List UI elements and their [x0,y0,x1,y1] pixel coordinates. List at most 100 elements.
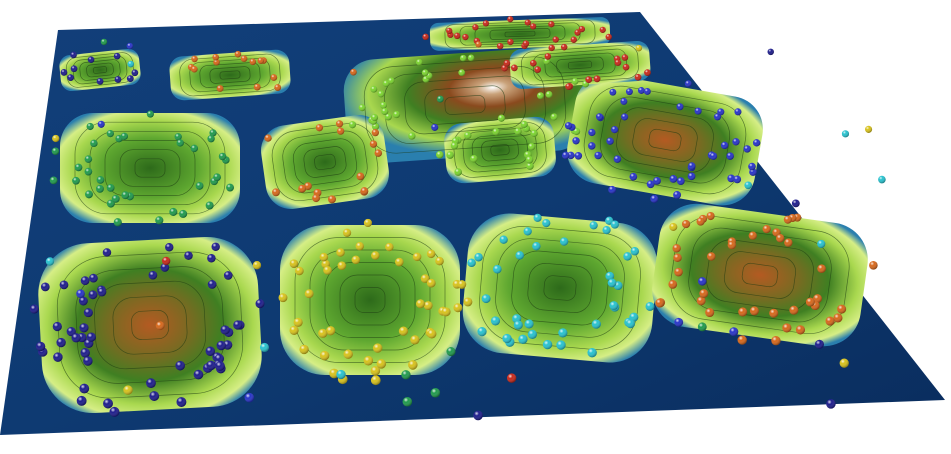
data-point-shine [215,361,225,371]
data-point [111,194,120,203]
data-point [233,320,243,330]
data-point-shine [593,75,601,83]
data-point-shine [363,356,374,366]
data-point-shine [705,308,715,318]
data-point [76,289,85,299]
data-point [351,255,361,265]
data-point-shine [148,270,158,280]
data-point [534,66,541,73]
contour-ring [303,146,347,178]
data-point [869,261,878,270]
data-point [697,322,707,332]
data-point-shine [817,239,826,249]
data-point [748,231,757,240]
data-point-shine [511,64,518,72]
data-point [588,128,596,137]
data-point [360,187,369,196]
data-point-shine [621,113,629,121]
data-point-shine [427,329,437,339]
data-point [80,276,90,286]
data-point-shine [66,326,76,337]
data-point [791,199,800,208]
data-point [637,87,645,94]
data-point [514,127,522,136]
data-point-shine [244,392,255,403]
data-point [87,56,95,63]
data-point [213,173,221,182]
data-point-shine [795,325,806,335]
data-point [416,58,423,66]
data-point-shine [274,84,282,91]
data-point-shine [350,68,357,76]
data-point [370,113,379,122]
data-point [96,176,105,184]
data-point-shine [146,110,154,118]
data-point [525,156,534,164]
data-point [226,183,234,192]
data-point-shine [431,123,439,131]
data-point-shine [35,341,46,352]
data-point-shine [86,122,94,131]
data-point-shine [337,261,347,270]
data-point-shine [436,95,444,103]
data-point-shine [709,152,718,160]
contour-ring [490,144,510,156]
data-point-shine [249,58,257,66]
data-point-shine [734,108,742,116]
data-point-shine [574,152,583,160]
contour-ring [199,62,261,88]
data-point [544,53,552,60]
data-point [348,121,357,129]
data-point-shine [436,151,444,159]
data-point-shine [382,80,390,87]
data-point [606,137,614,145]
data-point [878,175,886,184]
data-point [415,299,425,309]
data-point [342,228,352,237]
data-point-shine [59,280,69,290]
data-point-shine [789,305,799,315]
data-point [463,297,473,307]
data-point [470,154,478,163]
contour-ring [119,149,181,187]
data-point-shine [298,184,307,193]
data-point [356,172,365,181]
data-point [60,69,68,76]
data-point-shine [146,378,156,388]
data-point-shine [453,303,463,313]
data-point-shine [169,207,178,216]
data-point-shine [123,385,133,395]
data-point [614,59,622,66]
contour-ring [282,130,368,194]
data-point-shine [732,138,740,146]
data-point [506,373,517,383]
data-point [436,95,444,103]
data-point-shine [527,142,536,151]
data-point-shine [312,194,321,203]
data-point [696,217,705,226]
data-point [762,224,771,234]
data-point [90,139,98,148]
data-point-shine [826,399,836,409]
data-point [542,339,553,350]
data-point [783,215,792,224]
data-point [492,128,500,136]
data-point-shine [726,152,734,160]
data-point [475,41,482,48]
data-point-shine [784,238,793,247]
data-point [426,249,436,259]
data-point-shine [545,91,553,98]
terrain-cell-lower-mid-right [462,213,658,363]
data-point-shine [542,219,551,228]
data-point-shine [518,334,528,344]
data-point [89,273,98,283]
data-point-shine [213,58,220,66]
data-point [672,244,681,253]
data-point [350,68,357,76]
data-point [602,226,611,235]
data-point-shine [645,301,655,311]
data-point-shine [520,120,528,129]
data-point [482,20,490,27]
data-point [472,24,479,31]
data-point [52,321,62,332]
